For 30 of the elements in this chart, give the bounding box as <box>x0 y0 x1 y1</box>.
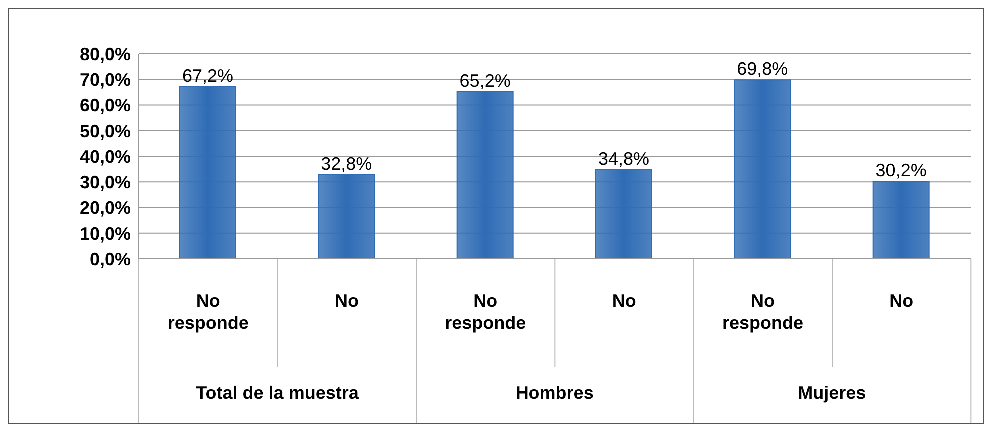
y-tick-label: 80,0% <box>80 44 131 64</box>
y-tick-label: 60,0% <box>80 96 131 116</box>
y-tick-label: 50,0% <box>80 121 131 142</box>
text: Mujeres <box>798 383 866 403</box>
bar <box>596 169 652 259</box>
data-label: 65,2% <box>460 70 511 91</box>
x-tick-label: No <box>612 291 636 311</box>
bar <box>180 86 236 259</box>
x-tick-label: No responde <box>168 291 249 333</box>
data-label: 30,2% <box>876 160 927 181</box>
bar <box>456 91 514 259</box>
data-label: 34,8% <box>598 148 650 169</box>
y-tick-label: 30,0% <box>80 172 131 193</box>
y-tick-label: 10,0% <box>80 224 131 244</box>
data-label: 67,2% <box>182 66 234 86</box>
y-tick-label: 40,0% <box>80 146 131 167</box>
bar <box>872 181 930 259</box>
data-label: 69,8% <box>737 59 788 80</box>
x-tick-label: No <box>335 291 359 311</box>
data-label: 32,8% <box>321 154 372 174</box>
x-tick-label: No <box>890 291 914 311</box>
y-tick-label: 20,0% <box>80 198 131 218</box>
y-tick-label: 0,0% <box>90 249 131 270</box>
text: Total de la muestra <box>196 383 360 403</box>
bar <box>318 174 376 259</box>
y-tick-label: 70,0% <box>80 70 131 90</box>
text: Hombres <box>516 383 594 403</box>
bar <box>734 80 792 259</box>
x-tick-label: No responde <box>445 291 526 333</box>
x-tick-label: No responde <box>722 291 804 333</box>
